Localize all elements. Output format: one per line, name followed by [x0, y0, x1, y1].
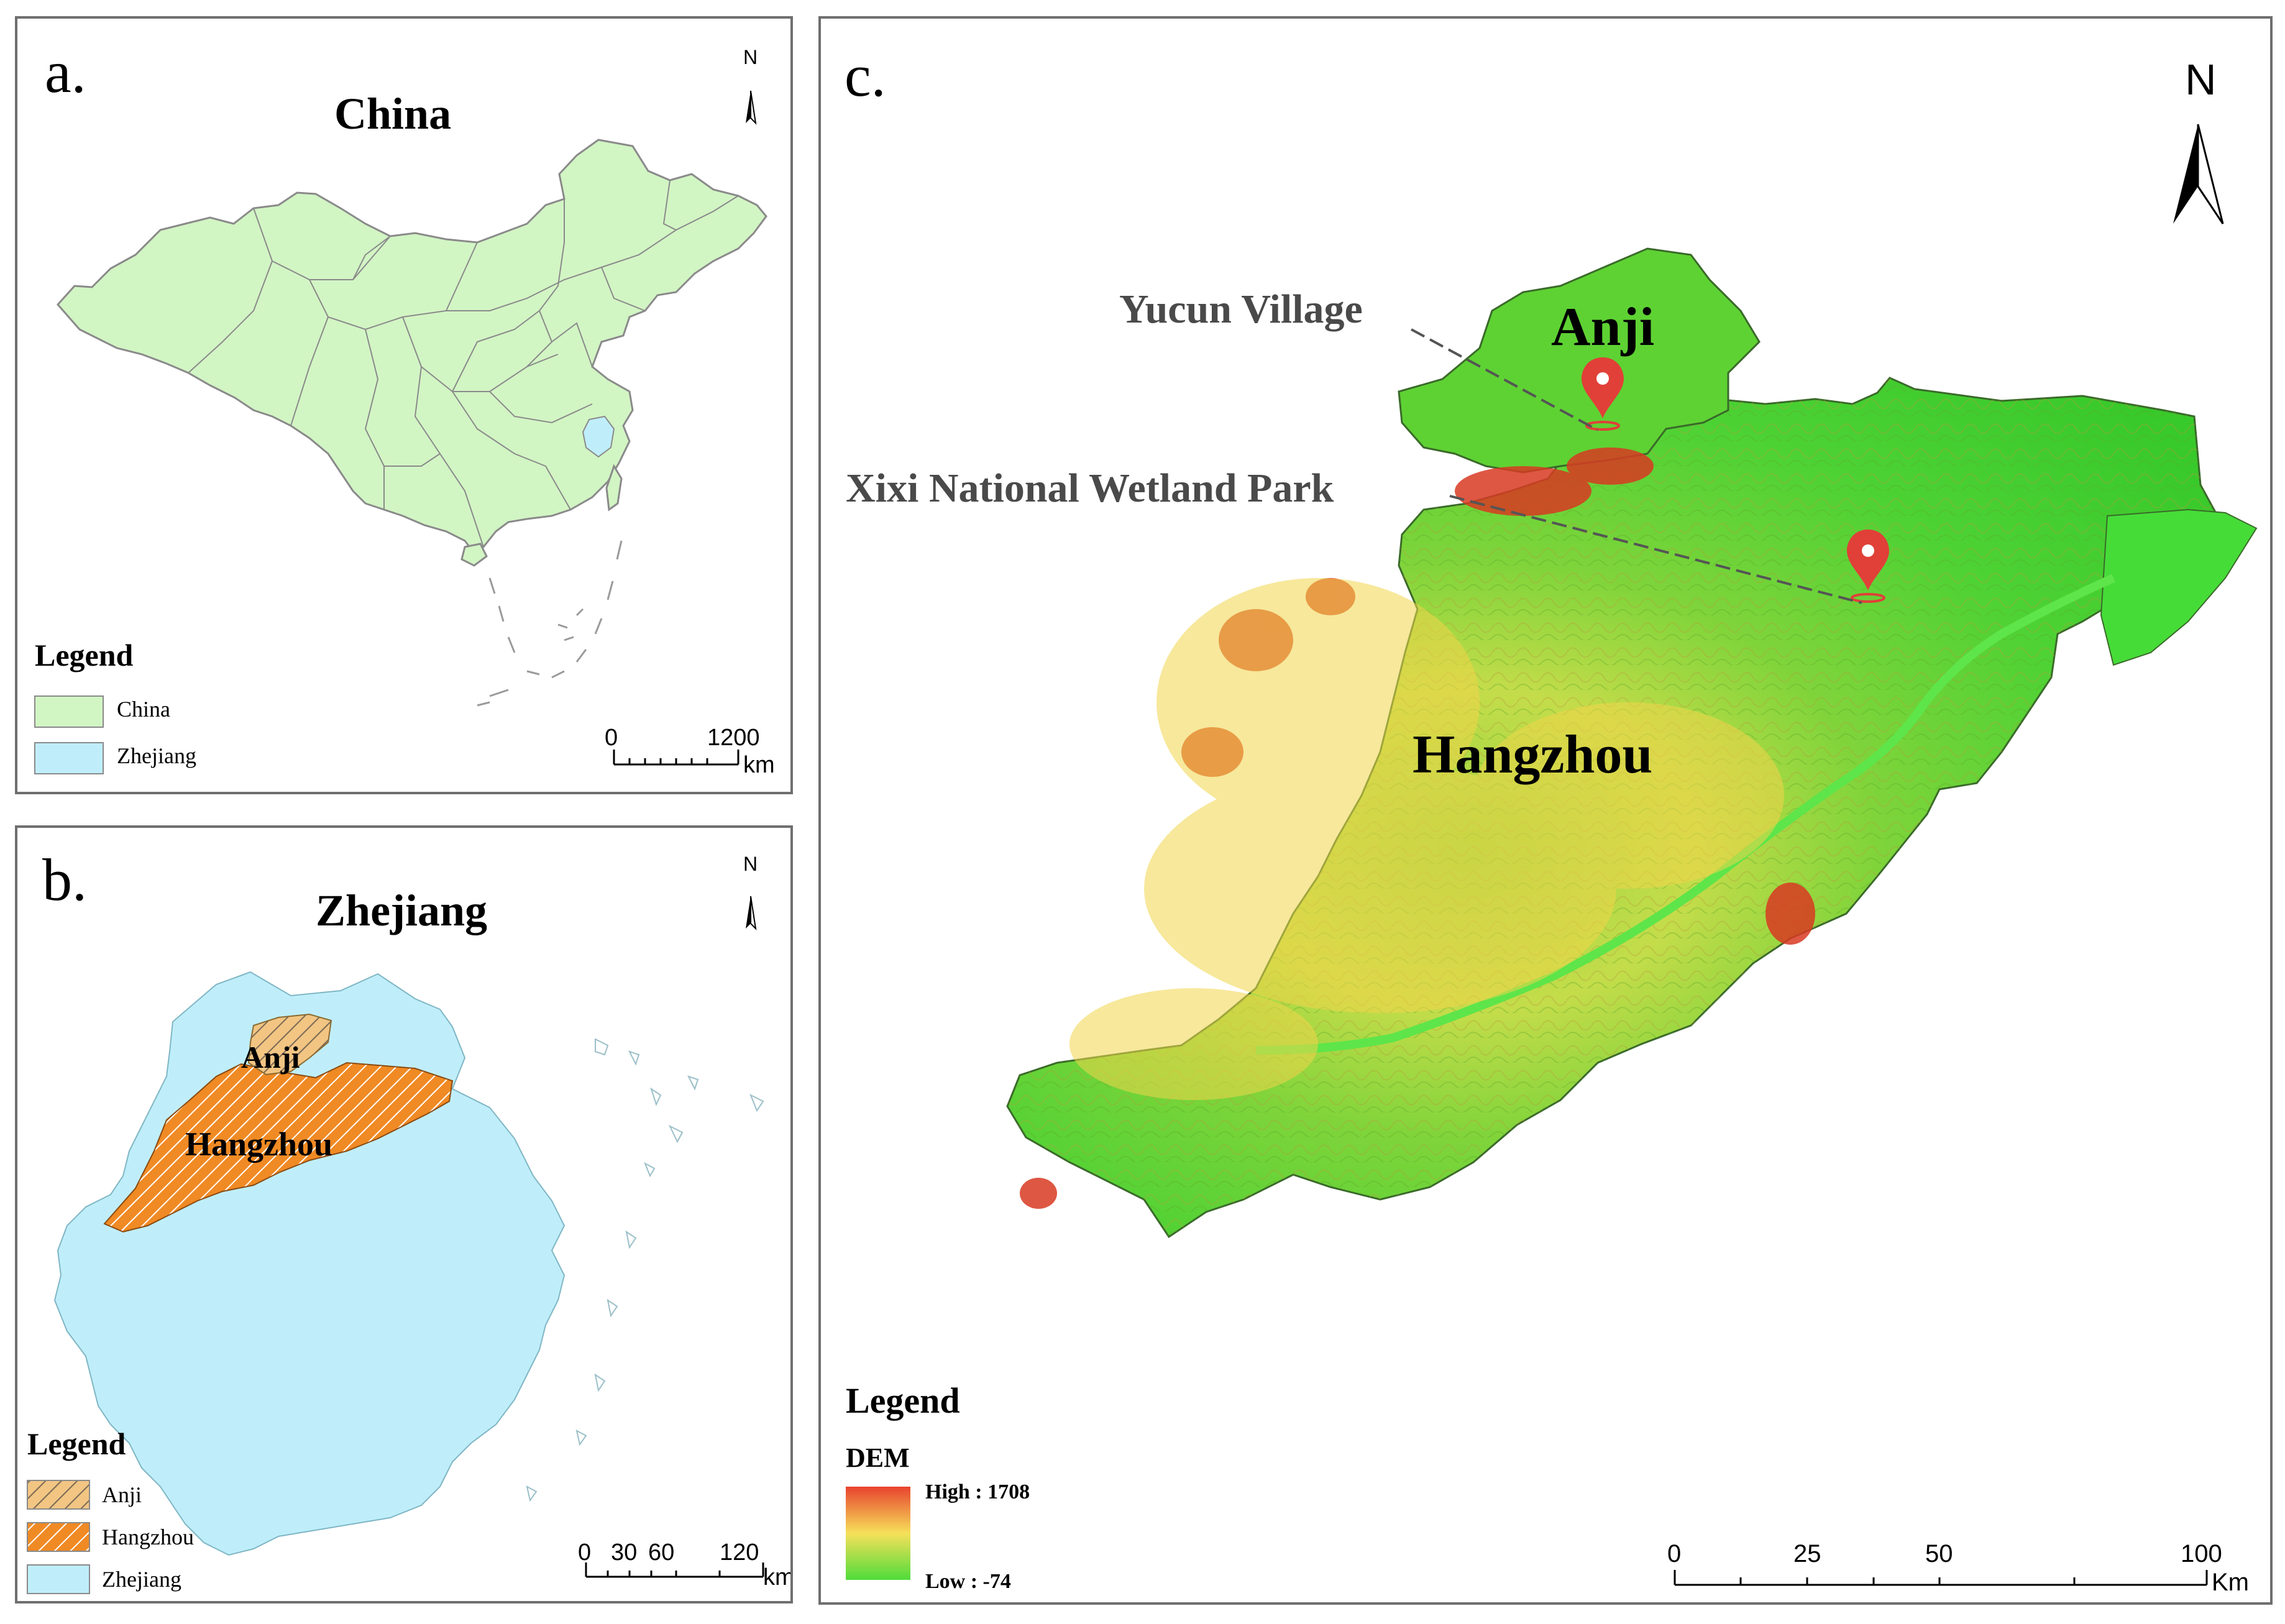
scale-label-120: 120 — [720, 1539, 759, 1566]
dem-low-label: Low : -74 — [925, 1570, 1011, 1593]
legend-swatch-hangzhou — [27, 1522, 90, 1552]
north-label: N — [743, 853, 758, 875]
map-pin-icon — [1582, 357, 1624, 431]
label-anji: Anji — [241, 1040, 300, 1075]
zhejiang-shape — [53, 971, 566, 1556]
panel-letter-b: b. — [42, 846, 87, 913]
legend-label-anji: Anji — [102, 1482, 142, 1507]
scale-label-0: 0 — [578, 1539, 592, 1566]
dem-high-label: High : 1708 — [925, 1480, 1030, 1503]
china-map — [34, 90, 767, 774]
legend-swatch-anji — [27, 1480, 90, 1510]
north-arrow-icon — [746, 896, 757, 930]
label-hangzhou: Hangzhou — [1413, 725, 1653, 785]
legend-label-china: China — [117, 697, 170, 722]
legend-swatch-zhejiang — [27, 1564, 90, 1594]
panel-letter-c: c. — [845, 42, 886, 109]
marker-label-xixi-wetland: Xixi National Wetland Park — [846, 466, 1334, 511]
dem-color-ramp — [846, 1487, 910, 1580]
scale-unit: km — [743, 752, 775, 778]
panel-china-map: a. China N Legend China Zhejiang 0 1200 … — [15, 16, 793, 794]
marker-label-yucun-village: Yucun Village — [1119, 287, 1363, 332]
leader-line-xixi — [1449, 495, 1862, 604]
panel-title-china: China — [334, 89, 452, 139]
scale-bar — [613, 750, 740, 766]
zhejiang-highlight — [582, 415, 615, 458]
scale-label-30: 30 — [611, 1539, 638, 1566]
dem-map — [846, 124, 2258, 1586]
panel-zhejiang-map: b. Zhejiang N Anji Hangzhou Legend Anji … — [15, 825, 793, 1603]
legend-title: Legend — [35, 638, 134, 672]
north-arrow-icon — [746, 90, 757, 125]
zhejiang-map — [27, 896, 764, 1594]
scale-unit: Km — [2212, 1569, 2249, 1596]
qiantang-estuary — [2100, 508, 2258, 666]
map-pin-icon — [1847, 530, 1889, 603]
south-china-sea-islands — [477, 540, 623, 707]
anji-region — [247, 1013, 332, 1076]
legend-swatch-china — [34, 695, 104, 728]
panel-letter-a: a. — [45, 39, 86, 105]
north-label: N — [743, 46, 758, 68]
north-arrow-icon — [2173, 124, 2224, 224]
legend-label-zhejiang: Zhejiang — [102, 1567, 181, 1592]
legend-label-hangzhou: Hangzhou — [102, 1525, 194, 1549]
panel-title-zhejiang: Zhejiang — [316, 886, 488, 935]
legend-title: Legend — [846, 1380, 960, 1421]
legend-swatch-zhejiang — [34, 742, 104, 774]
label-anji: Anji — [1551, 297, 1655, 357]
legend-label-zhejiang: Zhejiang — [117, 743, 196, 768]
china-shape — [56, 139, 767, 555]
scale-label-0: 0 — [1667, 1540, 1682, 1567]
scale-unit: km — [763, 1564, 793, 1590]
anji-dem-region — [1398, 247, 1761, 474]
scale-label-25: 25 — [1793, 1540, 1821, 1567]
panel-dem-map: c. N Anji Hangzhou Yucun Village Xixi Na… — [818, 16, 2273, 1605]
north-label: N — [2185, 55, 2217, 104]
hangzhou-region — [103, 1062, 454, 1233]
scale-label-100: 100 — [2181, 1540, 2222, 1567]
province-boundaries — [188, 180, 739, 548]
scale-bar — [585, 1562, 764, 1578]
leader-line-yucun — [1411, 328, 1598, 431]
scale-label-0: 0 — [605, 725, 618, 751]
taiwan-island — [605, 464, 623, 512]
hainan-island — [460, 543, 488, 567]
dem-label: DEM — [846, 1443, 910, 1473]
label-hangzhou: Hangzhou — [185, 1126, 333, 1163]
scale-bar — [1674, 1570, 2208, 1586]
scale-label-60: 60 — [648, 1539, 675, 1566]
scale-label-1200: 1200 — [707, 725, 760, 751]
scale-label-50: 50 — [1925, 1540, 1953, 1567]
legend-title: Legend — [27, 1426, 126, 1461]
coastal-islands — [526, 1038, 764, 1502]
mid-elevation-zones — [1069, 578, 1784, 1100]
